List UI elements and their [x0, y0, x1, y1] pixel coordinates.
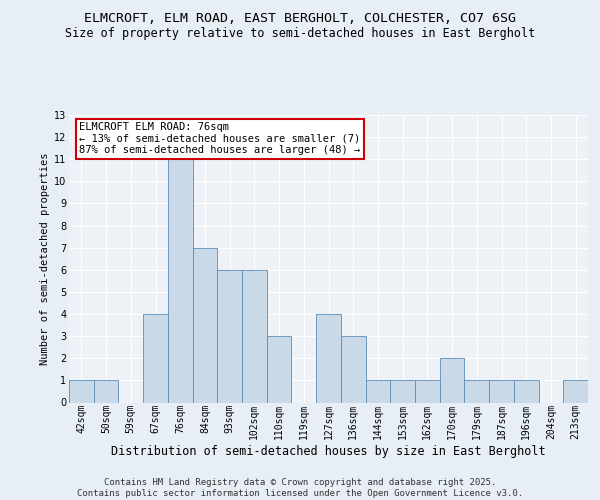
Bar: [489, 380, 514, 402]
Bar: [390, 380, 415, 402]
Text: Contains HM Land Registry data © Crown copyright and database right 2025.
Contai: Contains HM Land Registry data © Crown c…: [77, 478, 523, 498]
Bar: [464, 380, 489, 402]
Bar: [514, 380, 539, 402]
Bar: [341, 336, 365, 402]
Text: Size of property relative to semi-detached houses in East Bergholt: Size of property relative to semi-detach…: [65, 28, 535, 40]
Bar: [415, 380, 440, 402]
Bar: [193, 248, 217, 402]
Bar: [168, 159, 193, 402]
Bar: [242, 270, 267, 402]
Bar: [267, 336, 292, 402]
Bar: [316, 314, 341, 402]
Text: ELMCROFT, ELM ROAD, EAST BERGHOLT, COLCHESTER, CO7 6SG: ELMCROFT, ELM ROAD, EAST BERGHOLT, COLCH…: [84, 12, 516, 26]
Text: ELMCROFT ELM ROAD: 76sqm
← 13% of semi-detached houses are smaller (7)
87% of se: ELMCROFT ELM ROAD: 76sqm ← 13% of semi-d…: [79, 122, 361, 156]
Bar: [440, 358, 464, 403]
Bar: [94, 380, 118, 402]
Y-axis label: Number of semi-detached properties: Number of semi-detached properties: [40, 152, 50, 365]
Bar: [217, 270, 242, 402]
Bar: [69, 380, 94, 402]
Bar: [365, 380, 390, 402]
X-axis label: Distribution of semi-detached houses by size in East Bergholt: Distribution of semi-detached houses by …: [111, 444, 546, 458]
Bar: [563, 380, 588, 402]
Bar: [143, 314, 168, 402]
